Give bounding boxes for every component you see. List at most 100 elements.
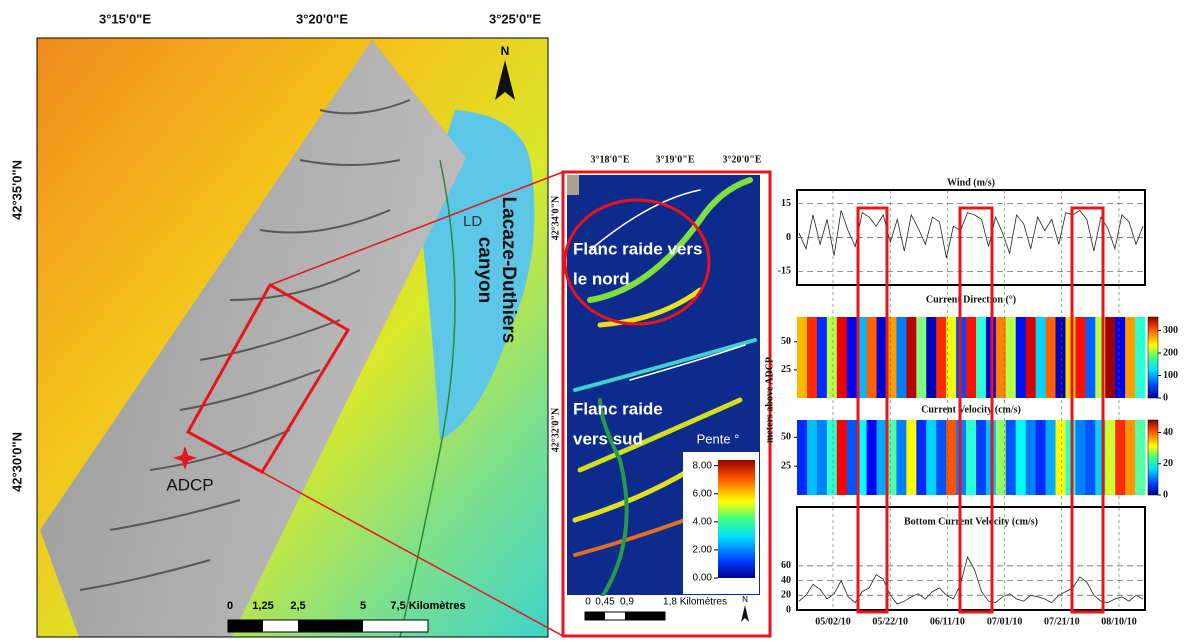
y-tick-label: 25 <box>781 364 791 375</box>
chart-title: Current Velocity (cm/s) <box>921 404 1021 415</box>
x-tick-label: 07/21/10 <box>1044 616 1080 627</box>
heat-cell <box>936 420 946 495</box>
scale-label: 5 <box>360 600 366 612</box>
heat-cell <box>1135 420 1145 495</box>
heat-cell <box>966 317 976 398</box>
heat-cell <box>1006 317 1016 398</box>
canyon-label: Lacaze-Duthiers <box>498 197 519 344</box>
heat-cell <box>936 317 946 398</box>
heat-cell <box>867 317 877 398</box>
heat-cell <box>877 420 887 495</box>
heat-cell <box>797 317 807 398</box>
heat-cell <box>896 420 906 495</box>
heat-cell <box>1115 420 1125 495</box>
x-tick-label: 08/10/10 <box>1101 616 1137 627</box>
north-label: N <box>742 595 748 604</box>
heat-cell <box>1075 420 1085 495</box>
scale-label: 0,45 <box>595 597 615 608</box>
heat-cell <box>807 317 817 398</box>
colorbar-tick-label: 300 <box>1163 325 1178 336</box>
legend-tick-label: 6.00 <box>693 488 713 499</box>
colorbar <box>1148 317 1158 398</box>
heat-cell <box>1016 317 1026 398</box>
colorbar-tick-label: 200 <box>1163 347 1178 358</box>
heat-cell <box>1085 420 1095 495</box>
heat-cell <box>1135 317 1145 398</box>
heat-cell <box>1125 420 1135 495</box>
north-label: N <box>501 44 510 58</box>
figure: 3°15'0"E 3°20'0"E 3°25'0"E 42°35'0"N 42°… <box>0 0 1187 639</box>
heat-cell <box>817 420 827 495</box>
chart-title: Bottom Current Velocity (cm/s) <box>904 516 1038 527</box>
annotation: vers sud <box>573 429 643 448</box>
x-tick-label: 05/22/10 <box>872 616 908 627</box>
y-tick-label: 60 <box>781 560 791 571</box>
adcp-label: ADCP <box>166 475 213 494</box>
heat-cell <box>807 420 817 495</box>
scale-label: 7,5 Kilomètres <box>390 600 465 612</box>
lat-label: 42°35'0"N <box>9 160 24 220</box>
legend-tick-label: 0.00 <box>693 573 713 584</box>
y-tick-label: 40 <box>781 575 791 586</box>
lat-label: 42°30'0"N <box>9 432 24 492</box>
chart-title: Wind (m/s) <box>947 177 995 188</box>
scale-label: 0 <box>227 600 233 612</box>
scale-label: 1,25 <box>252 600 273 612</box>
y-tick-label: 20 <box>781 590 791 601</box>
colorbar-tick-label: 40 <box>1163 427 1173 438</box>
scale-label: 0,9 <box>620 597 634 608</box>
y-tick-label: 0 <box>786 604 791 615</box>
lat-label: 42°32'0"N <box>550 407 561 452</box>
canyon-label: canyon <box>474 237 495 304</box>
heat-cell <box>837 317 847 398</box>
heat-cell <box>1026 420 1036 495</box>
heat-cell <box>817 317 827 398</box>
overview-map <box>37 38 548 639</box>
annotation: le nord <box>573 269 630 288</box>
heat-cell <box>966 420 976 495</box>
heat-cell <box>1006 420 1016 495</box>
lon-label: 3°20'0"E <box>723 154 762 165</box>
lon-label: 3°15'0"E <box>99 11 151 26</box>
heat-cell <box>827 420 837 495</box>
legend-tick-label: 2.00 <box>693 545 713 556</box>
heat-cell <box>946 420 956 495</box>
scale-label: 1,8 Kilomètres <box>663 597 727 608</box>
lon-label: 3°20'0"E <box>296 11 348 26</box>
lon-label: 3°19'0"E <box>656 154 695 165</box>
heat-cell <box>1085 317 1095 398</box>
heat-cell <box>916 420 926 495</box>
legend-tick-label: 4.00 <box>693 516 713 527</box>
heat-cell <box>976 420 986 495</box>
y-tick-label: -15 <box>778 266 791 277</box>
heat-cell <box>906 317 916 398</box>
y-tick-label: 50 <box>781 432 791 443</box>
scale-label: 0 <box>585 597 591 608</box>
colorbar <box>1148 420 1158 495</box>
lon-label: 3°25'0"E <box>489 11 541 26</box>
x-tick-label: 05/02/10 <box>815 616 851 627</box>
heat-cell <box>1105 420 1115 495</box>
scale-label: 2,5 <box>290 600 305 612</box>
lat-label: 42°34'0"N <box>550 195 561 240</box>
heat-cell <box>926 317 936 398</box>
heat-cell <box>1125 317 1135 398</box>
heat-cell <box>837 420 847 495</box>
heat-cell <box>797 420 807 495</box>
y-tick-label: 25 <box>781 460 791 471</box>
heat-cell <box>926 420 936 495</box>
heat-cell <box>1056 317 1066 398</box>
heat-cell <box>1036 317 1046 398</box>
heat-cell <box>877 317 887 398</box>
heat-cell <box>1105 317 1115 398</box>
heat-cell <box>1115 317 1125 398</box>
colorbar-tick-label: 0 <box>1163 392 1168 403</box>
heat-cell <box>847 317 857 398</box>
x-tick-label: 07/01/10 <box>987 616 1023 627</box>
heat-cell <box>896 317 906 398</box>
heat-cell <box>1046 420 1056 495</box>
colorbar-tick-label: 20 <box>1163 458 1173 469</box>
heat-cell <box>1026 317 1036 398</box>
legend-tick-label: 8.00 <box>693 460 713 471</box>
annotation: Flanc raide vers <box>573 239 702 258</box>
